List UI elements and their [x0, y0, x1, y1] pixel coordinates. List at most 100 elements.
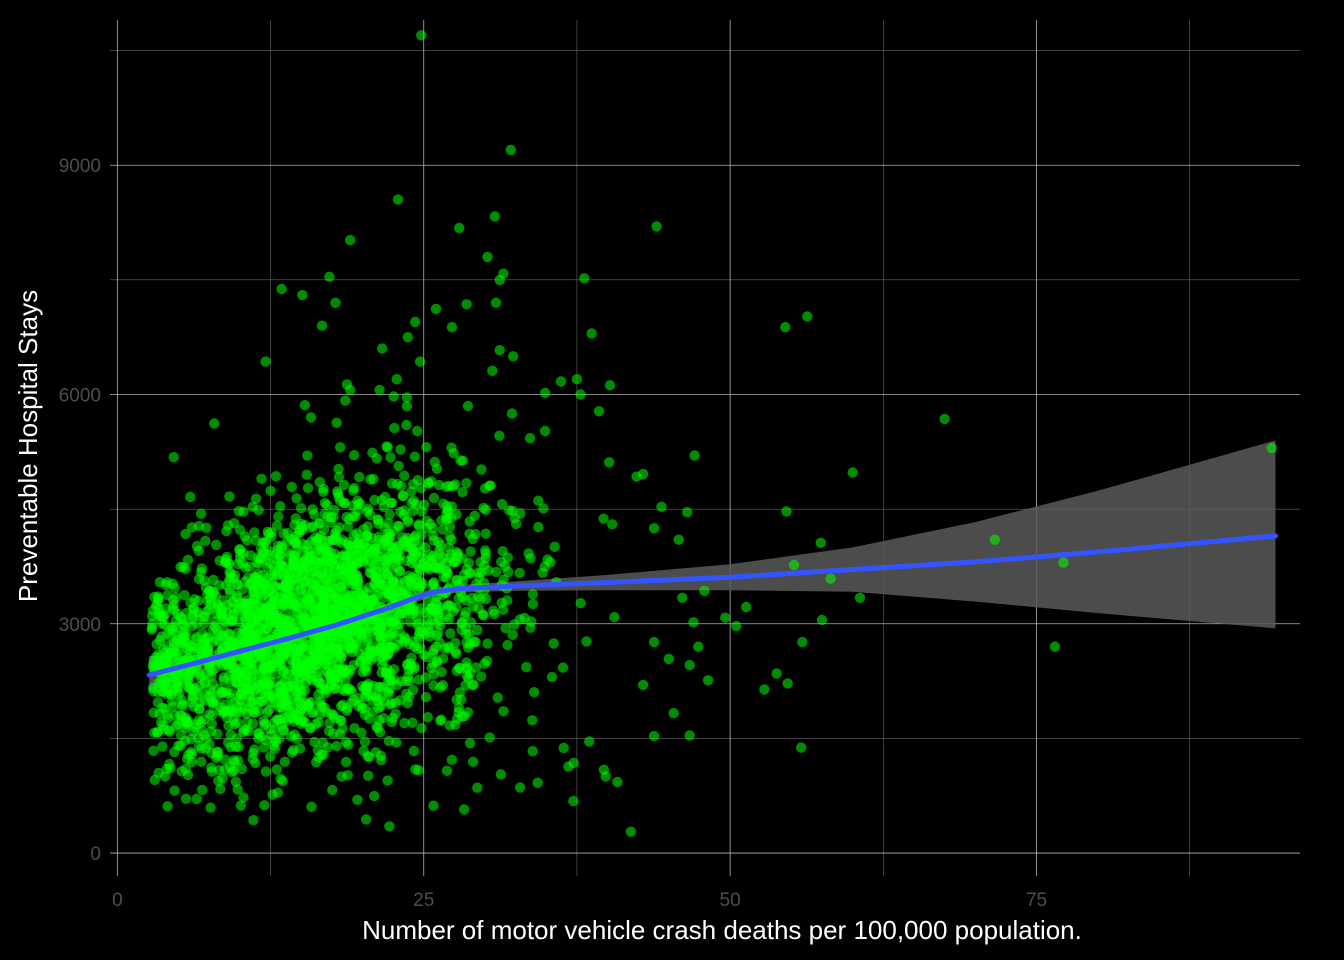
data-point	[179, 590, 190, 601]
data-point	[476, 464, 487, 475]
data-point	[222, 520, 234, 531]
data-point	[548, 638, 559, 649]
data-point	[215, 783, 226, 795]
data-point	[410, 547, 421, 558]
data-point	[506, 408, 518, 419]
data-point	[295, 503, 307, 514]
data-point	[154, 577, 165, 588]
data-point	[198, 611, 210, 622]
data-point	[539, 561, 550, 572]
data-point	[236, 763, 248, 775]
data-point	[315, 602, 327, 613]
data-point	[381, 609, 392, 621]
data-point	[480, 504, 491, 515]
trend-line	[146, 533, 1278, 678]
data-point	[788, 559, 800, 571]
data-point	[391, 374, 402, 385]
data-point	[502, 552, 513, 563]
data-point	[382, 621, 393, 632]
data-point	[256, 543, 267, 554]
data-point	[457, 486, 468, 498]
data-point	[160, 647, 172, 658]
data-point	[335, 442, 346, 453]
data-point	[302, 539, 313, 551]
data-point	[161, 577, 173, 588]
data-point	[433, 536, 444, 548]
data-point	[324, 717, 335, 729]
data-point	[354, 549, 366, 560]
data-point	[604, 457, 615, 468]
data-point	[271, 764, 282, 775]
data-point	[302, 482, 314, 494]
data-point	[490, 297, 502, 308]
data-point	[399, 585, 410, 596]
data-point	[280, 595, 291, 606]
data-point	[428, 644, 439, 656]
data-point	[201, 734, 212, 745]
data-point	[450, 719, 461, 730]
data-point	[419, 554, 431, 566]
data-point	[218, 675, 229, 686]
data-point	[331, 740, 342, 752]
data-point	[148, 745, 159, 756]
data-point	[482, 251, 493, 263]
data-point	[437, 653, 449, 664]
data-point	[854, 592, 866, 603]
data-point	[186, 748, 198, 760]
data-point	[170, 622, 181, 633]
data-point	[467, 533, 478, 545]
data-point	[370, 747, 381, 758]
data-point	[263, 572, 274, 583]
data-point	[304, 595, 316, 606]
y-tick-label: 6000	[59, 386, 101, 407]
data-point	[273, 511, 284, 522]
data-point	[182, 681, 194, 692]
data-point	[279, 756, 291, 767]
y-axis-title: Preventable Hospital Stays	[13, 290, 43, 602]
data-point	[340, 395, 351, 406]
data-point	[393, 540, 404, 551]
data-point	[288, 624, 299, 635]
data-point	[533, 495, 544, 506]
data-point	[1266, 442, 1278, 454]
data-point	[329, 604, 340, 615]
data-point	[336, 715, 347, 726]
data-point	[219, 632, 230, 644]
data-point	[450, 637, 461, 649]
data-point	[473, 571, 485, 583]
data-point	[163, 713, 174, 724]
data-point	[702, 675, 714, 686]
data-point	[383, 517, 394, 529]
data-point	[249, 527, 260, 538]
data-point	[324, 271, 335, 282]
data-point	[511, 518, 522, 530]
data-point	[271, 520, 283, 531]
data-point	[348, 450, 360, 461]
data-point	[346, 697, 357, 708]
data-point	[989, 534, 1000, 545]
data-point	[278, 689, 290, 701]
data-point	[412, 425, 423, 437]
data-point	[229, 697, 240, 708]
data-point	[439, 643, 450, 654]
data-point	[607, 519, 618, 530]
data-point	[260, 356, 271, 367]
data-point	[296, 583, 307, 595]
data-point	[413, 519, 425, 530]
data-point	[199, 575, 210, 586]
data-point	[442, 601, 453, 612]
data-point	[180, 793, 192, 804]
data-point	[168, 701, 179, 712]
data-point	[939, 413, 950, 425]
data-point	[194, 704, 205, 715]
data-point	[308, 706, 319, 717]
data-point	[656, 501, 667, 512]
data-point	[268, 740, 279, 751]
data-point	[391, 555, 402, 567]
data-point	[648, 636, 660, 648]
data-point	[264, 662, 275, 673]
data-point	[521, 661, 532, 673]
data-point	[169, 582, 180, 593]
data-point	[450, 646, 461, 657]
data-point	[428, 492, 440, 504]
